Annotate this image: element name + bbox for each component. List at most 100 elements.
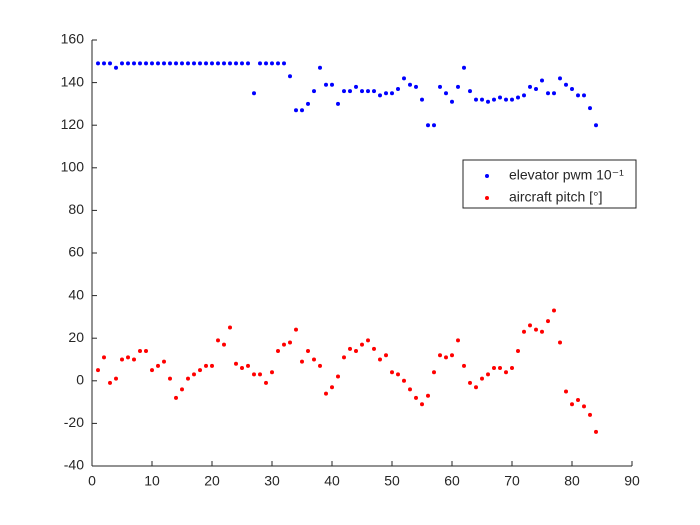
data-point — [528, 84, 532, 89]
legend-marker — [485, 174, 489, 178]
x-tick-label: 80 — [564, 473, 580, 489]
x-tick-label: 0 — [88, 473, 96, 489]
data-point — [114, 376, 118, 381]
data-point — [168, 61, 172, 66]
data-point — [492, 366, 496, 371]
data-point — [468, 380, 472, 385]
data-point — [546, 91, 550, 96]
data-point — [180, 61, 184, 66]
data-point — [150, 368, 154, 373]
data-point — [372, 346, 376, 351]
data-point — [582, 93, 586, 98]
data-point — [570, 402, 574, 407]
data-point — [492, 97, 496, 102]
data-point — [312, 89, 316, 94]
data-point — [222, 61, 226, 66]
data-point — [402, 76, 406, 81]
x-tick-label: 20 — [204, 473, 220, 489]
data-point — [168, 376, 172, 381]
y-tick-label: -40 — [64, 457, 84, 473]
data-point — [510, 97, 514, 102]
data-point — [204, 61, 208, 66]
data-point — [126, 355, 130, 360]
data-point — [270, 61, 274, 66]
data-point — [462, 65, 466, 70]
data-point — [240, 61, 244, 66]
data-point — [348, 346, 352, 351]
x-tick-label: 50 — [384, 473, 400, 489]
data-point — [330, 385, 334, 390]
data-point — [432, 123, 436, 128]
data-point — [582, 404, 586, 409]
data-point — [138, 348, 142, 353]
data-point — [264, 380, 268, 385]
data-point — [396, 86, 400, 91]
data-point — [150, 61, 154, 66]
y-tick-label: 100 — [61, 159, 85, 175]
data-point — [420, 402, 424, 407]
y-tick-label: 140 — [61, 73, 85, 89]
data-point — [312, 357, 316, 362]
data-point — [186, 376, 190, 381]
x-tick-label: 60 — [444, 473, 460, 489]
data-point — [474, 385, 478, 390]
data-point — [96, 368, 100, 373]
data-point — [450, 353, 454, 358]
data-point — [366, 338, 370, 343]
data-point — [96, 61, 100, 66]
data-point — [210, 363, 214, 368]
data-point — [558, 76, 562, 81]
data-point — [528, 323, 532, 328]
data-point — [552, 308, 556, 313]
data-point — [372, 89, 376, 94]
data-point — [378, 93, 382, 98]
data-point — [174, 61, 178, 66]
data-point — [570, 86, 574, 91]
data-point — [498, 95, 502, 100]
data-point — [180, 387, 184, 392]
data-point — [198, 368, 202, 373]
data-point — [216, 338, 220, 343]
data-point — [246, 61, 250, 66]
data-point — [480, 97, 484, 102]
data-point — [390, 91, 394, 96]
data-point — [594, 123, 598, 128]
data-point — [126, 61, 130, 66]
data-point — [156, 61, 160, 66]
data-point — [330, 82, 334, 87]
data-point — [504, 370, 508, 375]
data-point — [576, 397, 580, 402]
data-point — [210, 61, 214, 66]
data-point — [222, 342, 226, 347]
data-point — [576, 93, 580, 98]
data-point — [258, 372, 262, 377]
data-point — [162, 61, 166, 66]
data-point — [516, 348, 520, 353]
data-point — [456, 338, 460, 343]
data-point — [396, 372, 400, 377]
data-point — [336, 374, 340, 379]
data-point — [558, 340, 562, 345]
data-point — [378, 357, 382, 362]
data-point — [552, 91, 556, 96]
data-point — [102, 61, 106, 66]
data-point — [384, 91, 388, 96]
data-point — [318, 65, 322, 70]
data-point — [402, 378, 406, 383]
data-point — [144, 61, 148, 66]
data-point — [342, 355, 346, 360]
data-point — [366, 89, 370, 94]
data-point — [108, 61, 112, 66]
data-point — [228, 325, 232, 330]
data-point — [504, 97, 508, 102]
data-point — [438, 353, 442, 358]
data-point — [408, 387, 412, 392]
y-tick-label: 0 — [76, 372, 84, 388]
data-point — [144, 348, 148, 353]
data-point — [546, 319, 550, 324]
data-point — [132, 357, 136, 362]
data-point — [342, 89, 346, 94]
y-tick-label: 20 — [68, 329, 84, 345]
data-point — [324, 391, 328, 396]
